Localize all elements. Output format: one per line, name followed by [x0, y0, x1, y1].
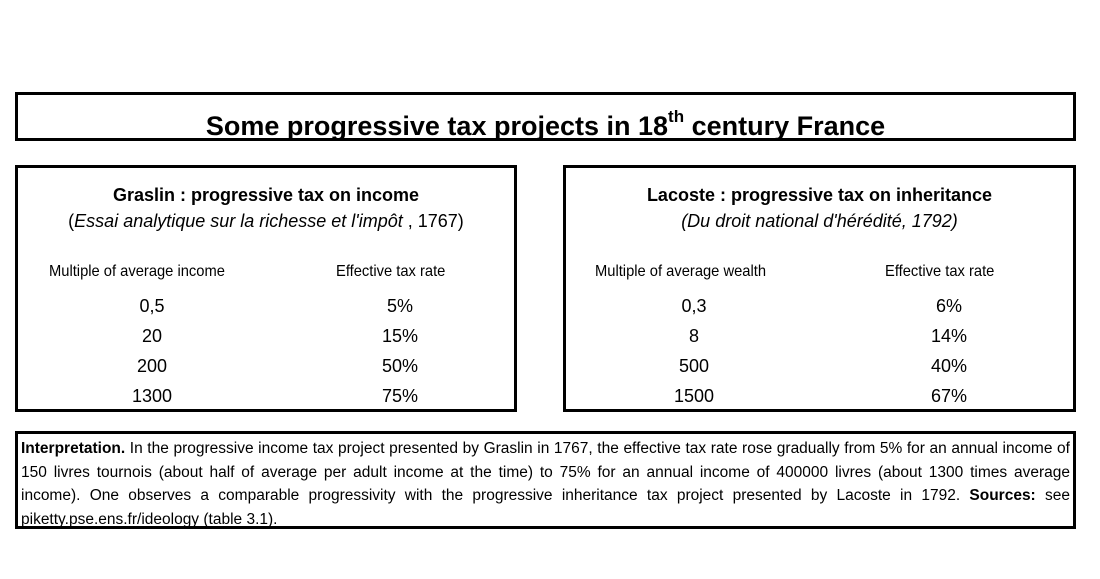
rate-cell: 14% — [930, 326, 968, 346]
interpretation-box: Interpretation. In the progressive incom… — [15, 431, 1076, 529]
rate-cell: 5% — [386, 296, 414, 316]
rate-cell: 15% — [381, 326, 419, 346]
graslin-panel: Graslin : progressive tax on income (Ess… — [15, 165, 517, 412]
sources-label: Sources: — [969, 487, 1036, 504]
rate-cell: 6% — [935, 296, 963, 316]
lacoste-title: Lacoste : progressive tax on inheritance — [646, 185, 993, 205]
graslin-col-multiple-header: Multiple of average income — [49, 263, 225, 280]
title-box: Some progressive tax projects in 18th ce… — [15, 92, 1076, 141]
graslin-subtitle-work: Essai analytique sur la richesse et l'im… — [74, 211, 403, 231]
table-row: 0,5 5% — [18, 296, 514, 326]
table-row: 200 50% — [18, 356, 514, 386]
graslin-col-rate-header: Effective tax rate — [336, 263, 446, 280]
graslin-subtitle: (Essai analytique sur la richesse et l'i… — [18, 211, 514, 232]
multiple-cell: 0,3 — [681, 296, 707, 316]
rate-cell: 75% — [381, 386, 419, 406]
graslin-title: Graslin : progressive tax on income — [112, 185, 420, 205]
table-row: 1300 75% — [18, 386, 514, 416]
rate-cell: 67% — [930, 386, 968, 406]
title-suffix: century France — [684, 111, 886, 141]
table-row: 500 40% — [566, 356, 1073, 386]
lacoste-col-rate-header: Effective tax rate — [885, 263, 995, 280]
graslin-subtitle-year: , 1767) — [402, 211, 464, 231]
interpretation-label: Interpretation. — [21, 440, 126, 457]
multiple-cell: 500 — [678, 356, 710, 376]
multiple-cell: 0,5 — [139, 296, 165, 316]
multiple-cell: 200 — [136, 356, 168, 376]
lacoste-subtitle: (Du droit national d'hérédité, 1792) — [681, 211, 958, 231]
multiple-cell: 1300 — [131, 386, 173, 406]
multiple-cell: 8 — [688, 326, 700, 346]
multiple-cell: 1500 — [673, 386, 715, 406]
table-row: 0,3 6% — [566, 296, 1073, 326]
lacoste-table: 0,3 6% 8 14% 500 40% 1500 67% — [566, 296, 1073, 416]
table-row: 20 15% — [18, 326, 514, 356]
interpretation-body: In the progressive income tax project pr… — [21, 440, 1070, 504]
rate-cell: 50% — [381, 356, 419, 376]
multiple-cell: 20 — [141, 326, 163, 346]
lacoste-col-multiple-header: Multiple of average wealth — [595, 263, 767, 280]
lacoste-panel: Lacoste : progressive tax on inheritance… — [563, 165, 1076, 412]
rate-cell: 40% — [930, 356, 968, 376]
graslin-table: 0,5 5% 20 15% 200 50% 1300 75% — [18, 296, 514, 416]
table-row: 1500 67% — [566, 386, 1073, 416]
sources-text: see piketty.pse.ens.fr/ideology (table 3… — [21, 487, 1070, 528]
page-title: Some progressive tax projects in 18th ce… — [18, 95, 1073, 151]
title-superscript: th — [668, 107, 685, 126]
interpretation-text: Interpretation. In the progressive incom… — [21, 437, 1070, 531]
table-row: 8 14% — [566, 326, 1073, 356]
graslin-subtitle-open: ( — [68, 211, 75, 231]
title-prefix: Some progressive tax projects in 18 — [205, 111, 669, 141]
